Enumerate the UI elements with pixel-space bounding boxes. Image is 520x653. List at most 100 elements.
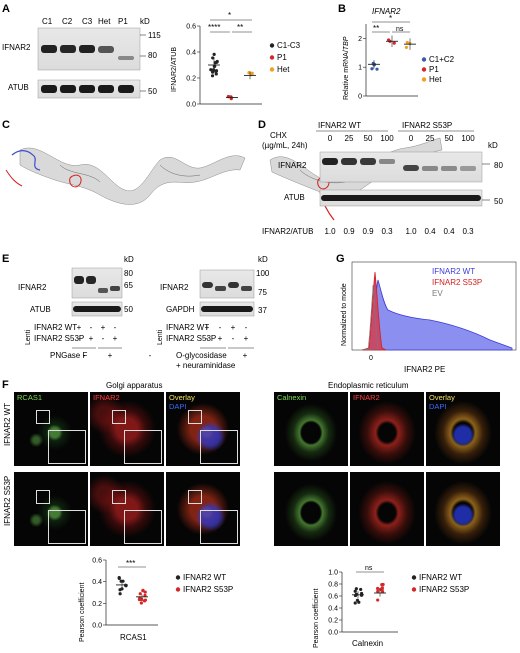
- ratio-value: 0.4: [424, 227, 436, 236]
- marker-50-e: 50: [124, 305, 133, 314]
- zoom-inset: [200, 510, 238, 544]
- blot-row-atub-e: ATUB: [30, 305, 51, 314]
- dose-label: 0: [328, 134, 333, 143]
- legend-label: P1: [277, 53, 287, 62]
- chart-b-point: [404, 45, 409, 50]
- legend-marker: [269, 67, 275, 72]
- lenti-label-e-left: Lenti: [25, 329, 32, 345]
- chart-f-er-ytick: 0.4: [328, 606, 338, 613]
- er-title: Endoplasmic reticulum: [328, 381, 409, 390]
- blot-row-ifnar2-e: IFNAR2: [18, 283, 47, 292]
- ratio-value: 0.3: [462, 227, 474, 236]
- chart-a-point: [212, 52, 216, 57]
- dose-label: 25: [426, 134, 435, 143]
- chart-f-er-ytick: 0.8: [328, 582, 338, 589]
- chart-f-er-point: [357, 600, 361, 604]
- dose-label: 25: [345, 134, 354, 143]
- flow-legend-label: IFNAR2 WT: [432, 267, 475, 276]
- lenti-mark: -: [78, 334, 81, 343]
- group-label-s53p-d: IFNAR2 S53P: [402, 121, 452, 130]
- microscopy-tile: [350, 472, 424, 546]
- channel-label: IFNAR2: [93, 393, 120, 402]
- dapi-label: DAPI: [169, 402, 187, 411]
- treatment-oglyco-2: + neuraminidase: [176, 361, 236, 370]
- panel-e-letter: E: [2, 253, 9, 265]
- legend-marker: [175, 575, 181, 580]
- chart-f-er-point: [359, 587, 363, 592]
- chart-b-point: [405, 40, 409, 45]
- golgi-title: Golgi apparatus: [106, 381, 162, 390]
- chart-b-ylabel: Relative mRNA/TBP: [343, 36, 350, 100]
- chart-f-golgi-point: [138, 592, 142, 596]
- chart-b-ytick: 2: [358, 36, 362, 43]
- ratio-value: 0.3: [381, 227, 393, 236]
- panel-c-letter: C: [2, 119, 10, 131]
- legend-marker: [421, 57, 427, 62]
- chart-f-golgi-point: [139, 601, 143, 605]
- blot-row-ifnar2-e-right: IFNAR2: [160, 283, 189, 292]
- sig-f-er: ns: [365, 565, 373, 572]
- legend-label: Het: [429, 75, 442, 84]
- chx-label: CHX: [270, 131, 288, 140]
- lenti-mark: -: [90, 323, 93, 332]
- legend-marker: [421, 67, 427, 72]
- western-blot-e-right: [199, 269, 255, 317]
- chart-f-golgi-ytick: 0.4: [92, 579, 102, 586]
- flow-xtick-0: 0: [369, 355, 373, 362]
- lenti-mark: +: [244, 334, 249, 343]
- chart-f-golgi-xlabel: RCAS1: [120, 633, 147, 642]
- lenti-row-s53p-e: IFNAR2 S53P: [34, 334, 84, 343]
- chart-f-er-point: [354, 587, 358, 591]
- lenti-mark: -: [206, 334, 209, 343]
- chart-a: 0.0 0.2 0.4 0.6 IFNAR2/ATUB * **** ** C1-C3…: [171, 11, 301, 109]
- lenti-label-e-right: Lenti: [157, 329, 164, 345]
- chart-f-er-point: [360, 591, 364, 596]
- lenti-mark: -: [245, 323, 248, 332]
- lenti-mark: +: [205, 323, 210, 332]
- ratio-value: 0.4: [443, 227, 455, 236]
- chart-f-er-ytick: 0.6: [328, 594, 338, 601]
- chart-b-point: [392, 41, 396, 45]
- lenti-row-wt-e: IFNAR2 WT: [34, 323, 77, 332]
- lenti-mark: +: [89, 334, 94, 343]
- western-blot-a: [37, 27, 146, 99]
- marker-115-a: 115: [148, 31, 161, 40]
- sig-f-golgi: ***: [126, 559, 135, 568]
- lenti-mark: -: [114, 323, 117, 332]
- chart-f-golgi-point: [143, 590, 147, 594]
- chart-f-er-xlabel: Calnexin: [352, 639, 383, 648]
- chart-a-point: [212, 68, 216, 72]
- panel-b-gene: IFNAR2: [372, 7, 401, 16]
- chart-f-er-point: [353, 601, 357, 605]
- microscopy-tile: [14, 472, 88, 546]
- chart-f-er-ytick: 0.0: [328, 630, 338, 637]
- legend-marker: [269, 43, 275, 48]
- lane-label-het: Het: [98, 17, 111, 26]
- chart-f-er-point: [380, 582, 384, 587]
- dose-label: 0: [409, 134, 414, 143]
- lane-label-c1: C1: [42, 17, 53, 26]
- chart-f-golgi-point: [118, 592, 122, 596]
- marker-100-e: 100: [256, 269, 270, 278]
- channel-label: IFNAR2: [353, 393, 380, 402]
- microscopy-tile: IFNAR2: [90, 392, 164, 466]
- chart-f-golgi-point: [120, 587, 124, 591]
- channel-label: Overlay: [429, 393, 455, 402]
- chart-f-er-ytick: 0.2: [328, 618, 338, 625]
- channel-label: Overlay: [169, 393, 195, 402]
- row-label-s53p-f: IFNAR2 S53P: [3, 476, 12, 526]
- marker-50-d: 50: [494, 197, 503, 206]
- blot-row-ifnar2-a: IFNAR2: [2, 43, 31, 52]
- s53-site-left: [69, 174, 82, 188]
- blot-row-atub-a: ATUB: [8, 83, 29, 92]
- treatment-mark: +: [108, 351, 113, 360]
- legend-marker: [411, 587, 417, 592]
- microscopy-tile: IFNAR2: [350, 392, 424, 466]
- lane-label-p1: P1: [118, 17, 128, 26]
- chart-f-er-point: [376, 598, 380, 602]
- legend-label: C1-C3: [277, 41, 301, 50]
- chart-f-er: 0.0 0.2 0.4 0.6 0.8 1.0 Pearson coefficient C…: [313, 565, 469, 648]
- microscopy-tile: [274, 472, 348, 546]
- group-label-wt-d: IFNAR2 WT: [318, 121, 361, 130]
